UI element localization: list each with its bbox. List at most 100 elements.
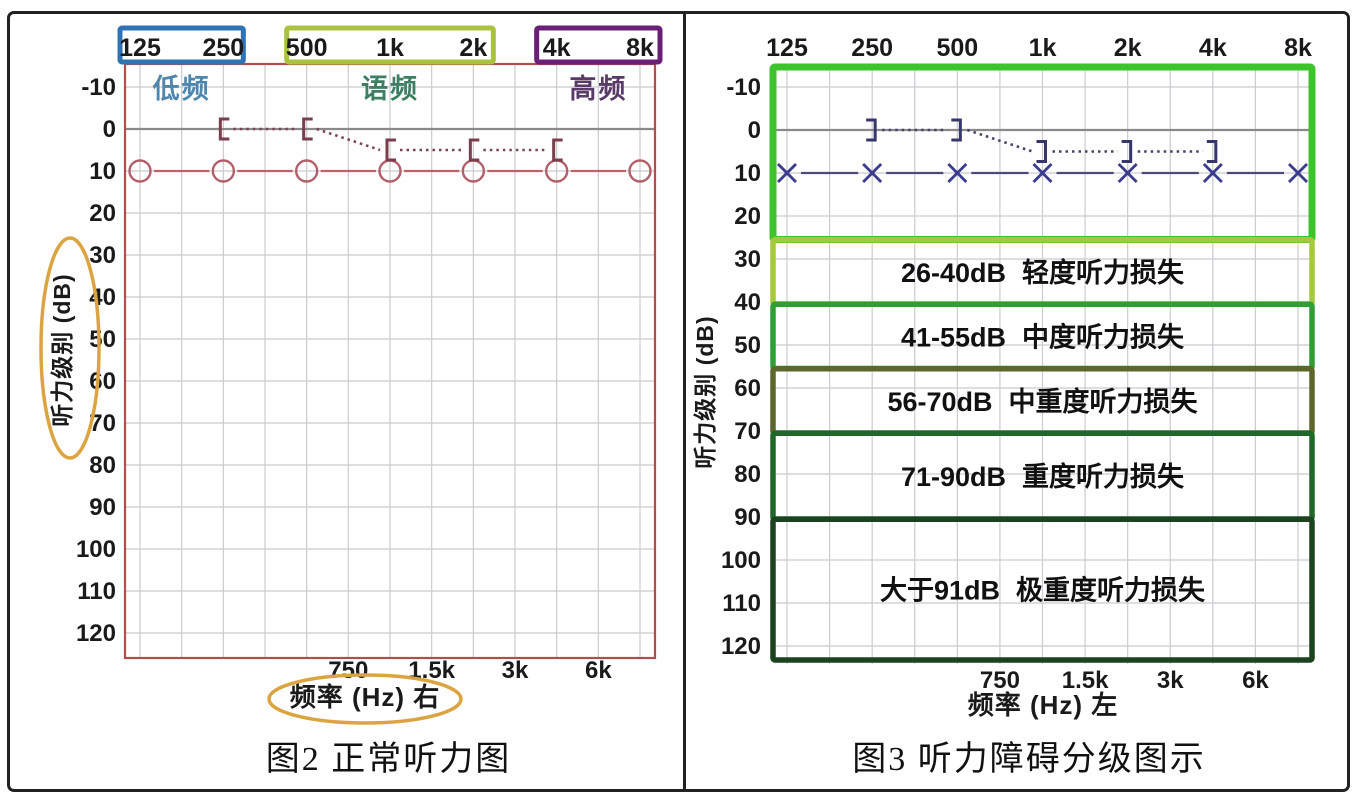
circle-marker bbox=[211, 159, 236, 183]
x-tick-label: 4k bbox=[543, 34, 571, 62]
highlight-ellipse bbox=[267, 673, 463, 725]
circle-marker bbox=[294, 159, 319, 183]
y-tick-label: 10 bbox=[89, 158, 116, 185]
figure2-caption: 图2 正常听力图 bbox=[265, 741, 512, 778]
dotted-connector bbox=[966, 128, 1033, 153]
y-axis-title: 听力级别 (dB) bbox=[49, 273, 75, 426]
x-marker bbox=[1117, 163, 1138, 183]
x-tick-label: 500 bbox=[286, 34, 328, 62]
y-tick-label: -10 bbox=[81, 74, 116, 101]
bracket-marker bbox=[302, 117, 313, 141]
x-marker bbox=[1288, 163, 1308, 183]
band-box bbox=[770, 516, 1315, 663]
y-tick-label: 60 bbox=[89, 368, 116, 395]
band-label: 56-70dB 中重度听力损失 bbox=[887, 386, 1198, 417]
bracket-marker bbox=[468, 138, 480, 162]
frequency-range-label: 高频 bbox=[569, 73, 627, 104]
frequency-range-label: 低频 bbox=[152, 74, 211, 104]
y-tick-label: 0 bbox=[103, 116, 116, 143]
air-conduction-x-markers bbox=[777, 163, 1308, 183]
bracket-marker bbox=[1206, 140, 1218, 163]
y-tick-label: 60 bbox=[734, 375, 761, 402]
x-marker bbox=[947, 163, 968, 183]
bracket-marker bbox=[1121, 140, 1133, 163]
y-tick-label: 40 bbox=[734, 289, 761, 316]
circle-marker bbox=[128, 159, 152, 183]
y-tick-label: 70 bbox=[734, 418, 761, 445]
figure3-caption: 图3 听力障碍分级图示 bbox=[852, 741, 1206, 778]
x-minor-tick-label: 3k bbox=[1157, 667, 1184, 694]
bone-conduction-bracket-markers bbox=[866, 118, 1218, 163]
x-minor-tick-label: 3k bbox=[502, 657, 529, 684]
x-tick-label: 2k bbox=[459, 34, 487, 62]
y-tick-label: 120 bbox=[76, 620, 116, 647]
band-label: 41-55dB 中度听力损失 bbox=[901, 321, 1185, 352]
x-minor-tick-label: 6k bbox=[585, 657, 612, 684]
frequency-range-label: 语频 bbox=[361, 74, 419, 104]
bracket-marker bbox=[385, 138, 396, 162]
y-tick-label: 110 bbox=[722, 590, 761, 617]
band-label: 26-40dB 轻度听力损失 bbox=[901, 257, 1185, 288]
y-tick-label: 110 bbox=[77, 578, 116, 605]
y-tick-label: 20 bbox=[89, 200, 116, 227]
x-tick-label: 500 bbox=[936, 34, 978, 62]
x-marker bbox=[862, 163, 883, 183]
frequency-range-box bbox=[534, 25, 663, 65]
x-marker bbox=[777, 163, 797, 183]
x-tick-label: 2k bbox=[1114, 34, 1142, 62]
x-marker bbox=[1032, 163, 1053, 183]
x-tick-label: 8k bbox=[626, 34, 654, 62]
x-marker bbox=[1202, 163, 1223, 183]
bracket-marker bbox=[218, 117, 230, 141]
y-tick-label: 30 bbox=[734, 246, 761, 273]
y-tick-label: 80 bbox=[89, 452, 116, 479]
frequency-range-box bbox=[117, 25, 246, 65]
x-axis-title: 频率 (Hz) 右 bbox=[290, 682, 441, 712]
y-tick-label: -10 bbox=[726, 74, 761, 101]
y-axis-title: 听力级别 (dB) bbox=[692, 315, 718, 468]
x-tick-label: 250 bbox=[851, 34, 893, 62]
bracket-marker bbox=[552, 138, 563, 162]
y-tick-label: 50 bbox=[734, 332, 761, 359]
y-tick-label: 90 bbox=[734, 504, 761, 531]
plot-area: 26-40dB 轻度听力损失 41-55dB 中度听力损失 56-70dB 中重度听力损失… bbox=[692, 34, 1316, 720]
bone-conduction-bracket-markers bbox=[218, 117, 563, 162]
y-tick-label: 90 bbox=[89, 494, 116, 521]
y-tick-label: 50 bbox=[89, 326, 116, 353]
x-minor-tick-label: 750 bbox=[328, 657, 368, 684]
circle-marker bbox=[628, 159, 652, 183]
y-tick-label: 10 bbox=[734, 160, 761, 187]
highlight-ellipse bbox=[39, 236, 101, 460]
y-tick-label: 100 bbox=[76, 536, 116, 563]
y-tick-label: 120 bbox=[721, 633, 761, 660]
band-label: 大于91dB 极重度听力损失 bbox=[880, 575, 1206, 606]
x-tick-label: 125 bbox=[119, 34, 161, 62]
y-tick-label: 80 bbox=[734, 461, 761, 488]
y-tick-label: 100 bbox=[721, 547, 761, 574]
y-tick-label: 20 bbox=[734, 203, 761, 230]
x-tick-label: 8k bbox=[1284, 34, 1312, 62]
y-tick-label: 30 bbox=[89, 242, 116, 269]
x-minor-tick-label: 1.5k bbox=[1062, 667, 1109, 694]
panel-divider bbox=[683, 11, 686, 789]
x-tick-label: 1k bbox=[1029, 34, 1057, 62]
x-minor-tick-label: 750 bbox=[980, 667, 1020, 694]
bracket-marker bbox=[1036, 140, 1047, 163]
air-conduction-circle-markers bbox=[128, 159, 652, 183]
bracket-marker bbox=[866, 118, 877, 142]
band-label: 71-90dB 重度听力损失 bbox=[901, 461, 1185, 492]
x-tick-label: 4k bbox=[1199, 34, 1227, 62]
frequency-range-box bbox=[284, 25, 496, 65]
x-axis-title: 频率 (Hz) 左 bbox=[968, 690, 1119, 720]
y-tick-label: 0 bbox=[748, 117, 761, 144]
dotted-connector bbox=[316, 127, 381, 152]
x-tick-label: 1k bbox=[376, 34, 404, 62]
audiogram-hearing-loss-grades: 26-40dB 轻度听力损失 41-55dB 中度听力损失 56-70dB 中重度听力损失… bbox=[692, 34, 1316, 720]
x-minor-tick-label: 6k bbox=[1242, 667, 1269, 694]
bracket-marker bbox=[951, 118, 962, 142]
x-tick-label: 125 bbox=[766, 34, 808, 62]
x-tick-label: 250 bbox=[202, 34, 244, 62]
